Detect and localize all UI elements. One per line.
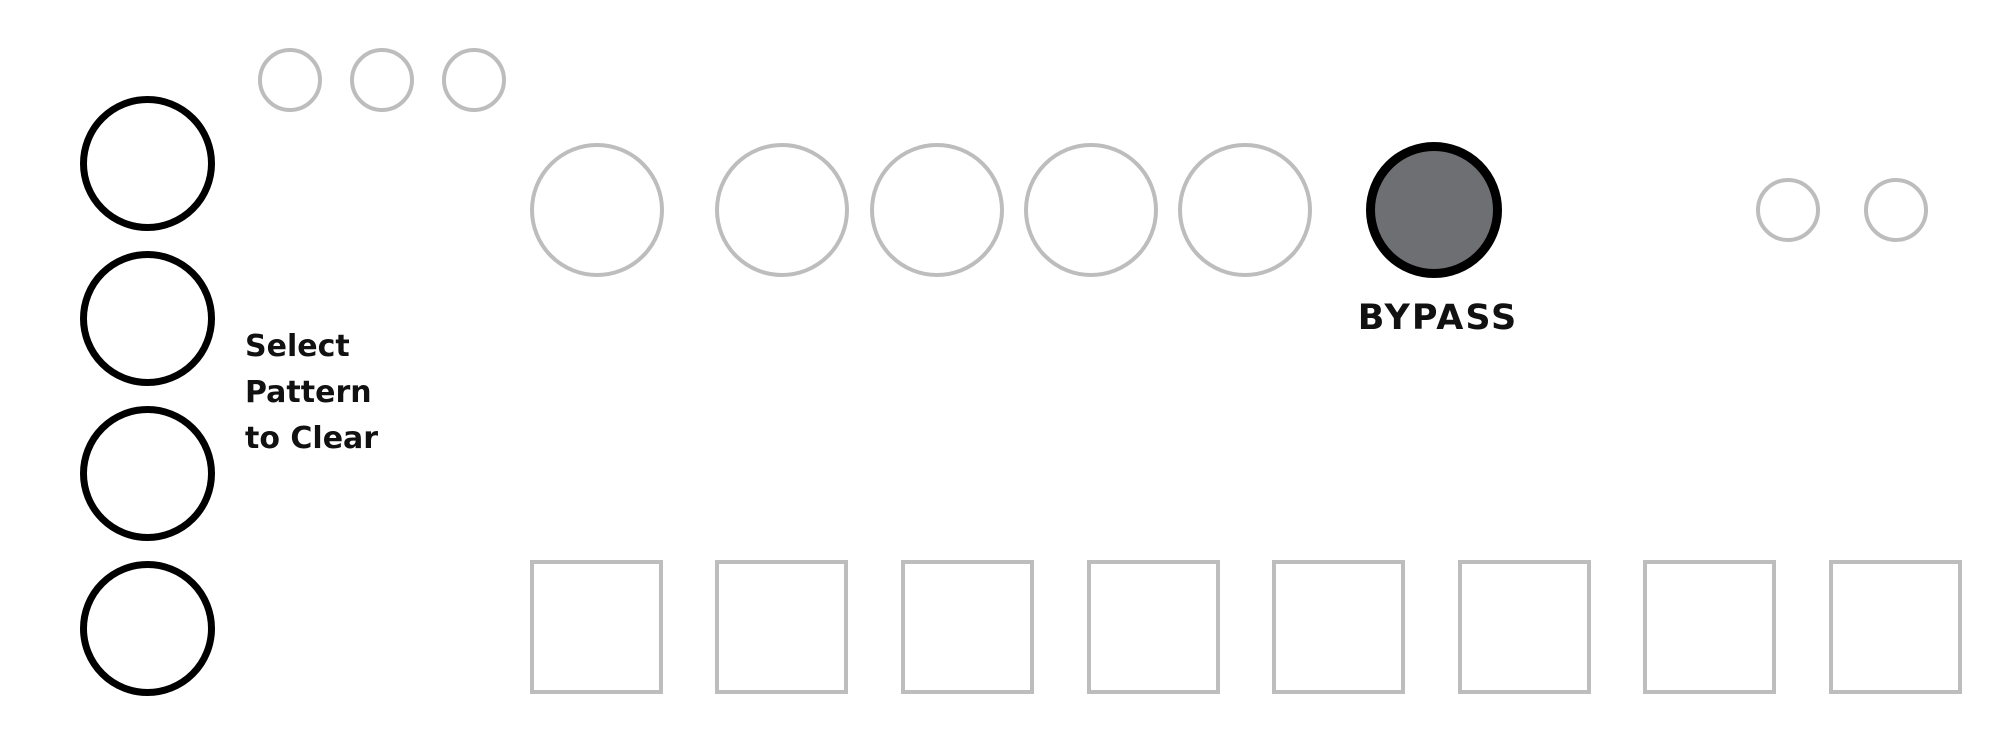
select-label-line-1: Select <box>245 329 350 364</box>
small-led-right-2 <box>1864 178 1928 242</box>
select-label-line-2: Pattern <box>245 375 372 410</box>
pattern-button-3[interactable] <box>80 406 215 541</box>
small-led-right-1 <box>1756 178 1820 242</box>
step-pad-3[interactable] <box>901 560 1034 694</box>
round-button-3[interactable] <box>870 143 1004 277</box>
small-led-3 <box>442 48 506 112</box>
round-button-5[interactable] <box>1178 143 1312 277</box>
bypass-button[interactable] <box>1366 142 1502 278</box>
pattern-button-2[interactable] <box>80 251 215 386</box>
round-button-2[interactable] <box>715 143 849 277</box>
step-pad-7[interactable] <box>1643 560 1776 694</box>
step-pad-4[interactable] <box>1087 560 1220 694</box>
step-pad-2[interactable] <box>715 560 848 694</box>
round-button-1[interactable] <box>530 143 664 277</box>
select-pattern-to-clear-label: Select Pattern to Clear <box>245 324 415 462</box>
step-pad-5[interactable] <box>1272 560 1405 694</box>
small-led-2 <box>350 48 414 112</box>
step-pad-6[interactable] <box>1458 560 1591 694</box>
bypass-label: BYPASS <box>1357 298 1519 338</box>
pattern-button-4[interactable] <box>80 561 215 696</box>
round-button-4[interactable] <box>1024 143 1158 277</box>
pattern-button-1[interactable] <box>80 96 215 231</box>
step-pad-8[interactable] <box>1829 560 1962 694</box>
small-led-1 <box>258 48 322 112</box>
select-label-line-3: to Clear <box>245 421 379 456</box>
step-pad-1[interactable] <box>530 560 663 694</box>
